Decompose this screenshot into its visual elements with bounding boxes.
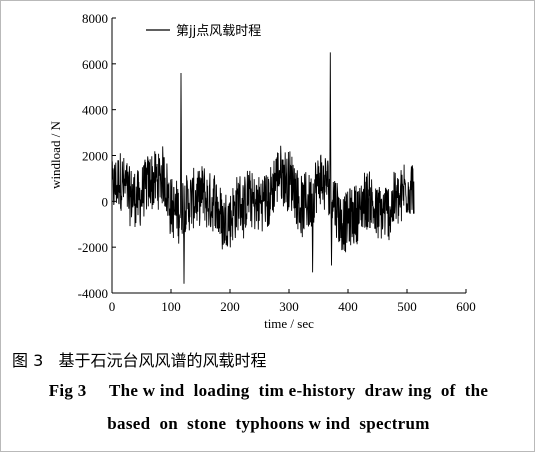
x-tick-label: 300	[279, 299, 299, 314]
x-tick-label: 200	[220, 299, 240, 314]
caption-english-line-2: based on stone typhoons w ind spectrum	[107, 414, 430, 433]
caption-chinese: 图 3 基于石沅台风风谱的风载时程	[12, 351, 267, 370]
x-tick-label: 400	[338, 299, 358, 314]
y-tick-label: -2000	[78, 240, 108, 255]
x-tick-label: 100	[161, 299, 181, 314]
legend-label: 第jj点风载时程	[176, 24, 261, 39]
x-axis-label: time / sec	[264, 316, 314, 331]
windload-time-history-chart: 0 100 200 300 400 500 600 -4000 -2000 0 2000 4000 6…	[48, 11, 476, 331]
x-tick-label: 0	[109, 299, 116, 314]
x-ticks: 0 100 200 300 400 500 600	[109, 289, 476, 314]
y-tick-label: 4000	[82, 103, 108, 118]
y-axis-label: windload / N	[48, 120, 63, 188]
caption-english-line-1: Fig 3 The w ind loading tim e-history dr…	[48, 381, 489, 400]
y-tick-label: 2000	[82, 149, 108, 164]
x-tick-label: 500	[397, 299, 417, 314]
y-tick-label: -4000	[78, 286, 108, 301]
series-line-wind-load	[111, 52, 415, 284]
y-tick-label: 0	[102, 194, 109, 209]
y-tick-label: 6000	[82, 57, 108, 72]
y-tick-label: 8000	[82, 11, 108, 26]
y-ticks: -4000 -2000 0 2000 4000 6000 8000	[78, 11, 116, 301]
x-tick-label: 600	[456, 299, 476, 314]
